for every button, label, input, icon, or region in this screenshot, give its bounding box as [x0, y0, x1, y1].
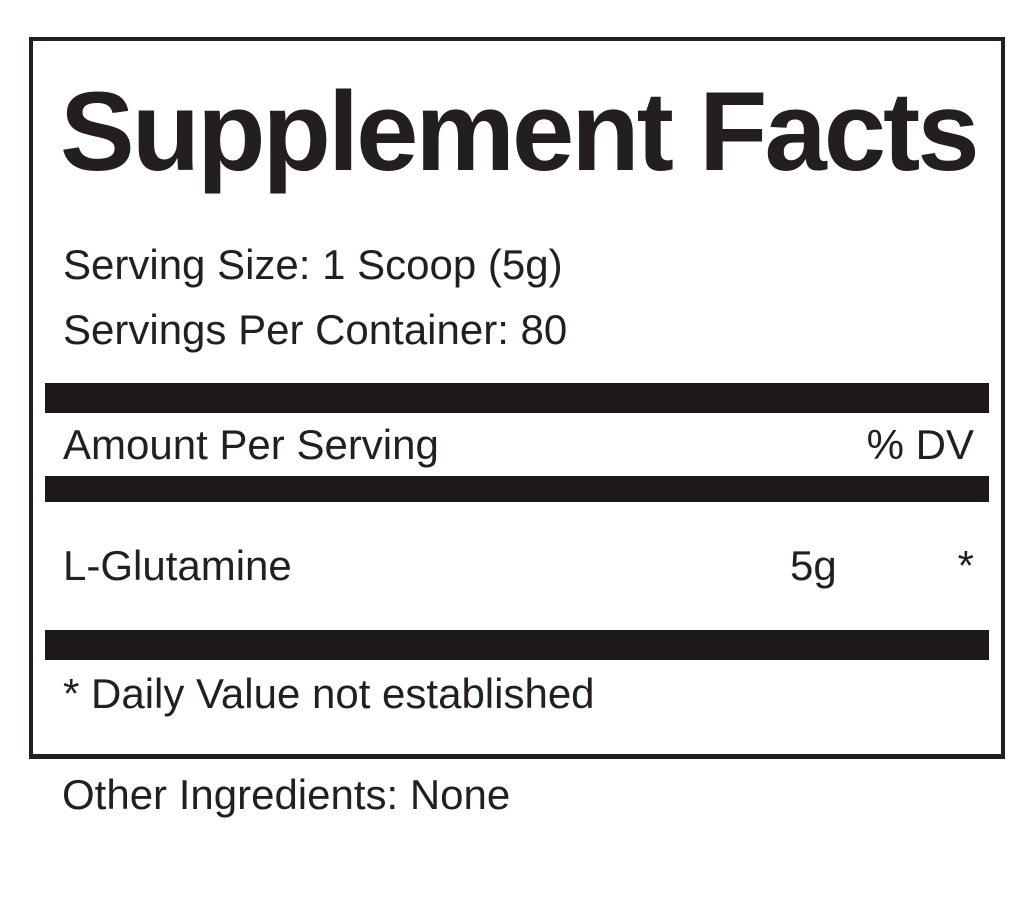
divider-bar-middle — [45, 476, 989, 503]
divider-bar-top — [45, 383, 989, 414]
ingredient-row: L-Glutamine 5g * — [45, 534, 989, 598]
daily-value-footnote: * Daily Value not established — [63, 670, 595, 718]
servings-per-container-line: Servings Per Container: 80 — [63, 306, 568, 354]
amount-per-serving-label: Amount Per Serving — [63, 421, 439, 469]
other-ingredients-line: Other Ingredients: None — [62, 771, 511, 818]
ingredient-daily-value: * — [957, 542, 974, 590]
serving-size-line: Serving Size: 1 Scoop (5g) — [63, 241, 563, 289]
supplement-facts-panel: Supplement Facts Serving Size: 1 Scoop (… — [29, 37, 1005, 759]
panel-title: Supplement Facts — [60, 69, 980, 194]
percent-dv-label: % DV — [866, 421, 974, 469]
page: { "label": { "title": "Supplement Facts"… — [0, 37, 1029, 898]
ingredient-amount: 5g — [790, 542, 837, 590]
divider-bar-bottom — [45, 630, 989, 661]
amount-per-serving-header-row: Amount Per Serving % DV — [45, 413, 989, 476]
serving-info: Serving Size: 1 Scoop (5g) Servings Per … — [63, 232, 989, 362]
ingredient-name: L-Glutamine — [63, 542, 292, 590]
